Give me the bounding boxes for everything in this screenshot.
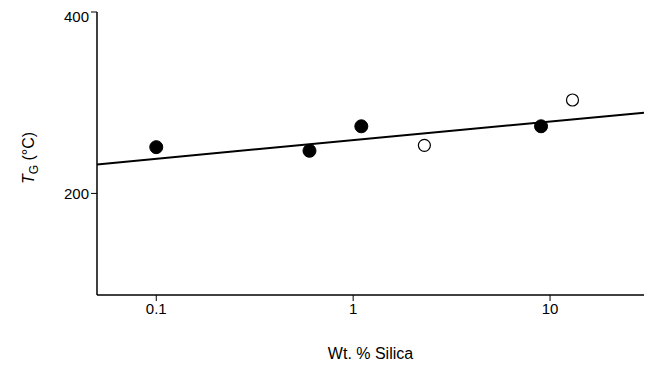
svg-text:400: 400 (64, 8, 89, 25)
svg-text:0.1: 0.1 (146, 300, 167, 317)
svg-text:1: 1 (349, 300, 357, 317)
svg-text:TG (°C): TG (°C) (20, 132, 41, 184)
svg-text:200: 200 (64, 185, 89, 202)
svg-text:Wt. % Silica: Wt. % Silica (328, 345, 413, 362)
svg-text:10: 10 (542, 300, 559, 317)
